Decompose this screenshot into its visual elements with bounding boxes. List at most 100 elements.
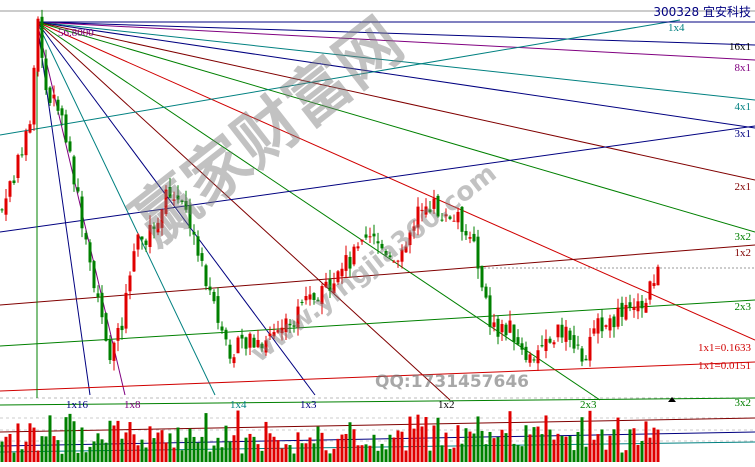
candle-body [116,327,120,341]
candle-body [200,253,204,261]
volume-bar [292,453,296,462]
volume-bar [152,438,156,462]
volume-bar [464,428,468,462]
volume-bar [636,444,640,462]
candle-body [408,232,412,246]
gann-line [0,299,755,347]
volume-bar [580,417,584,462]
volume-bar [68,413,72,462]
gann-line [0,361,755,392]
volume-bar [428,450,432,462]
candle-body [56,99,60,111]
origin-price-label: 56.8000 [58,27,94,39]
candle-body [288,323,292,326]
candle-body [536,350,540,364]
candle-body [128,275,132,292]
candle-body [572,335,576,349]
volume-bar [380,443,384,462]
candle-body [192,231,196,235]
gann-label: 1x3 [300,399,317,411]
candle-body [424,206,428,215]
candle-body [12,180,16,184]
volume-bar [652,427,656,462]
candle-body [624,304,628,320]
candle-body [436,195,440,217]
candle-body [300,301,304,303]
volume-bar [392,437,396,462]
volume-bar [24,441,28,462]
candle-body [588,336,592,361]
volume-bar [132,434,136,462]
gann-fan-line [36,21,755,181]
volume-bar [592,439,596,462]
candle-body [584,358,588,361]
volume-bar [308,437,312,462]
volume-bar [480,430,484,462]
volume-bar [224,425,228,462]
candle-body [360,239,364,242]
volume-bar [604,449,608,462]
volume-bar [244,437,248,462]
volume-bar [632,428,636,462]
volume-bar [356,445,360,462]
candle-body [448,216,452,219]
candle-body [148,224,152,247]
candle-body [500,324,504,333]
candle-body [628,302,632,308]
volume-bar [396,430,400,462]
gann-label: 8x1 [735,62,752,74]
gann-fan-line [36,21,316,396]
candle-body [544,338,548,352]
candle-body [336,271,340,283]
volume-bar [104,442,108,462]
volume-bar [264,421,268,462]
candle-body [352,246,356,265]
volume-bar [184,437,188,462]
volume-bar [288,445,292,462]
candle-body [540,345,544,347]
gann-label: 3x1 [735,128,752,140]
candle-body [564,326,568,342]
volume-bar [368,445,372,462]
candle-body [104,313,108,341]
volume-bar [416,414,420,462]
volume-bar [88,446,92,462]
volume-bar [256,444,260,462]
candle-body [388,255,392,258]
candle-body [264,340,268,353]
candle-body [24,131,28,156]
candle-body [208,286,212,291]
candle-body [304,296,308,301]
gann-label: 2x3 [735,301,752,313]
candle-body [156,222,160,233]
candle-body [392,261,396,263]
volume-bar [304,443,308,462]
gann-label: 1x16 [66,399,89,411]
gann-fan-line [36,21,755,341]
volume-bar [172,447,176,462]
volume-bar [328,453,332,462]
candle-body [508,320,512,333]
volume-bar [540,434,544,462]
candle-body [96,293,100,298]
candle-body [328,279,332,292]
volume-bar [164,442,168,462]
volume-bar [332,448,336,462]
volume-bar [32,427,36,462]
candle-body [220,326,224,331]
candle-body [244,337,248,349]
candle-body [152,226,156,229]
candle-body [480,265,484,288]
candle-body [64,114,68,143]
volume-bar [232,435,236,462]
candle-body [568,330,572,340]
volume-bar [444,432,448,462]
volume-bar [352,429,356,462]
candle-body [496,318,500,337]
volume-bar [528,434,532,462]
candle-body [612,316,616,328]
volume-bar [376,450,380,462]
candle-body [256,339,260,348]
candle-body [356,246,360,249]
